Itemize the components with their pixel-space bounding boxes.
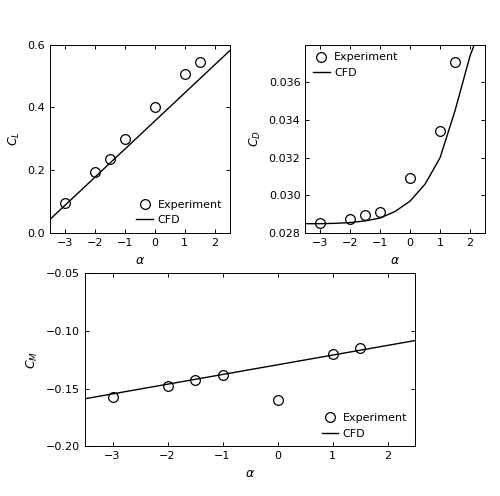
X-axis label: α: α bbox=[391, 253, 399, 266]
Line: Experiment: Experiment bbox=[316, 57, 460, 228]
Experiment bbox=[152, 105, 158, 111]
Experiment bbox=[317, 220, 323, 226]
Experiment bbox=[452, 59, 458, 64]
CFD bbox=[278, 361, 283, 367]
CFD bbox=[154, 117, 160, 123]
CFD bbox=[284, 360, 290, 366]
CFD bbox=[377, 215, 383, 221]
Experiment bbox=[437, 128, 443, 134]
CFD bbox=[407, 198, 413, 204]
CFD bbox=[422, 181, 428, 187]
Y-axis label: $C_M$: $C_M$ bbox=[26, 351, 40, 369]
CFD bbox=[452, 108, 458, 114]
Experiment bbox=[220, 372, 226, 377]
Experiment bbox=[347, 216, 353, 222]
CFD bbox=[392, 208, 398, 214]
Legend: Experiment, CFD: Experiment, CFD bbox=[134, 197, 224, 228]
X-axis label: α: α bbox=[246, 467, 254, 480]
Experiment bbox=[330, 351, 336, 357]
CFD bbox=[154, 116, 160, 122]
Experiment bbox=[192, 377, 198, 383]
CFD bbox=[210, 63, 216, 69]
Experiment bbox=[274, 397, 280, 403]
Text: (a): (a) bbox=[130, 290, 150, 305]
Experiment bbox=[107, 156, 113, 162]
CFD bbox=[412, 338, 418, 344]
Experiment bbox=[357, 345, 363, 351]
Experiment bbox=[122, 136, 128, 142]
Line: Experiment: Experiment bbox=[108, 343, 365, 405]
CFD bbox=[317, 221, 323, 227]
CFD bbox=[437, 155, 443, 161]
Experiment bbox=[407, 175, 413, 181]
CFD bbox=[278, 361, 284, 367]
Line: CFD: CFD bbox=[85, 341, 415, 399]
X-axis label: α: α bbox=[136, 253, 144, 266]
CFD bbox=[227, 48, 233, 54]
CFD bbox=[467, 53, 473, 59]
CFD bbox=[198, 74, 204, 80]
CFD bbox=[47, 216, 53, 222]
CFD bbox=[381, 343, 387, 349]
Line: Experiment: Experiment bbox=[60, 57, 204, 208]
CFD bbox=[362, 218, 368, 224]
Experiment bbox=[197, 59, 203, 65]
Experiment bbox=[377, 209, 383, 215]
CFD bbox=[83, 396, 89, 402]
Line: CFD: CFD bbox=[50, 51, 230, 219]
CFD bbox=[82, 396, 88, 402]
CFD bbox=[332, 220, 338, 226]
CFD bbox=[347, 220, 353, 226]
Experiment bbox=[164, 383, 170, 389]
Legend: Experiment, CFD: Experiment, CFD bbox=[311, 50, 401, 80]
CFD bbox=[157, 113, 163, 119]
CFD bbox=[302, 221, 308, 227]
CFD bbox=[482, 13, 488, 19]
Experiment bbox=[62, 200, 68, 206]
Text: (b): (b) bbox=[384, 290, 406, 305]
Legend: Experiment, CFD: Experiment, CFD bbox=[320, 411, 410, 441]
Y-axis label: $C_L$: $C_L$ bbox=[6, 131, 22, 146]
Experiment bbox=[182, 71, 188, 77]
Experiment bbox=[92, 169, 98, 175]
CFD bbox=[360, 347, 366, 353]
CFD bbox=[48, 216, 54, 222]
Y-axis label: $C_D$: $C_D$ bbox=[248, 130, 263, 147]
Experiment bbox=[110, 394, 116, 400]
Experiment bbox=[362, 212, 368, 218]
Line: CFD: CFD bbox=[305, 16, 485, 224]
